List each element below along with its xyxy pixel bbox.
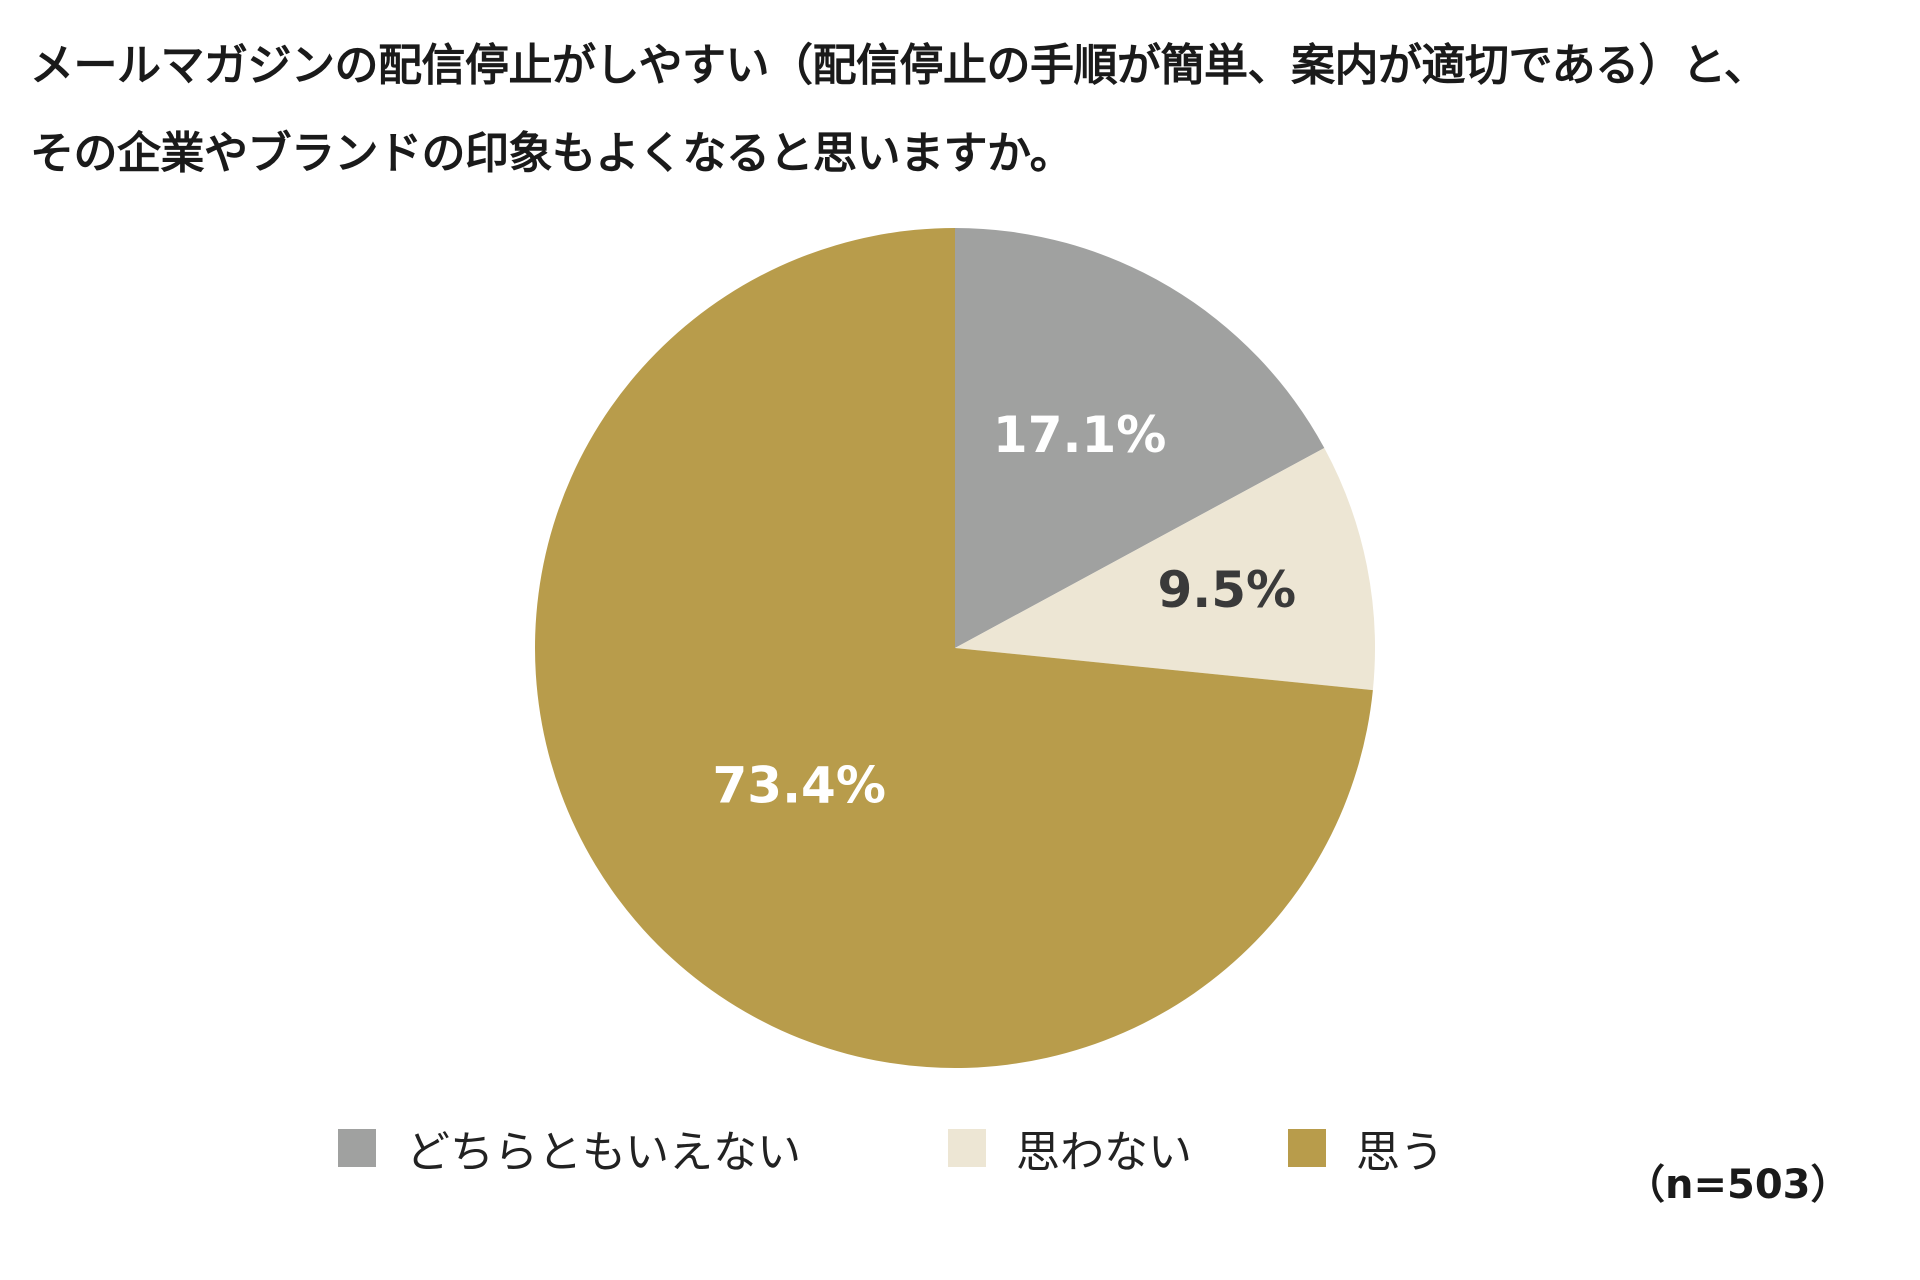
legend-item-disagree: 思わない [948, 1118, 1192, 1178]
legend-swatch-neutral [338, 1129, 376, 1167]
legend-label-disagree: 思わない [1016, 1127, 1192, 1178]
legend-label-agree: 思う [1356, 1127, 1444, 1178]
sample-size-note: （n=503） [1625, 1162, 1851, 1208]
chart-title: メールマガジンの配信停止がしやすい（配信停止の手順が簡単、案内が適切である）と、… [30, 22, 1900, 198]
legend-item-neutral: どちらともいえない [338, 1118, 801, 1178]
legend-label-neutral: どちらともいえない [406, 1127, 802, 1178]
legend-swatch-agree [1288, 1129, 1326, 1167]
pie-slice-disagree [955, 447, 1375, 691]
pie-slice-neutral [955, 228, 1325, 648]
legend-swatch-disagree [948, 1129, 986, 1167]
pie-label-neutral: 17.1% [993, 406, 1166, 464]
pie-label-agree: 73.4% [712, 756, 885, 814]
chart-title-line-2: その企業やブランドの印象もよくなると思いますか。 [30, 128, 1074, 179]
pie-label-disagree: 9.5% [1157, 561, 1296, 619]
legend-item-agree: 思う [1288, 1118, 1444, 1178]
chart-title-line-1: メールマガジンの配信停止がしやすい（配信停止の手順が簡単、案内が適切である）と、 [30, 40, 1768, 91]
pie-slice-agree [535, 228, 1373, 1068]
